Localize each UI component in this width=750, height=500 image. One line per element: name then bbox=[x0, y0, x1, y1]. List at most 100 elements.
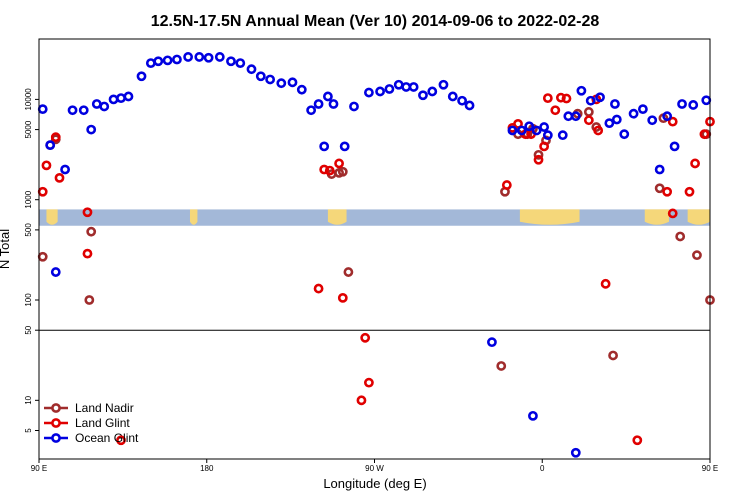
data-point bbox=[570, 111, 581, 122]
data-point bbox=[524, 121, 535, 132]
data-point bbox=[50, 267, 61, 277]
data-point bbox=[487, 337, 497, 348]
data-point bbox=[507, 125, 518, 136]
data-point bbox=[669, 141, 680, 152]
data-point bbox=[214, 52, 225, 62]
y-tick-label: 1000 bbox=[24, 190, 33, 208]
data-point bbox=[496, 361, 507, 371]
data-point bbox=[611, 114, 622, 125]
data-point bbox=[667, 208, 678, 219]
data-point bbox=[638, 104, 648, 115]
map-land bbox=[687, 209, 710, 225]
data-point bbox=[662, 186, 673, 197]
data-point bbox=[82, 248, 93, 259]
data-point bbox=[408, 82, 419, 92]
data-point bbox=[647, 115, 658, 126]
data-point bbox=[136, 71, 147, 82]
data-points bbox=[37, 52, 715, 458]
data-point bbox=[226, 56, 236, 67]
chart-title: 12.5N-17.5N Annual Mean (Ver 10) 2014-09… bbox=[151, 13, 600, 30]
y-tick-label: 50 bbox=[24, 325, 33, 334]
data-point bbox=[296, 84, 307, 95]
x-tick-label: 90 E bbox=[31, 464, 47, 473]
legend-label: Ocean Glint bbox=[75, 431, 139, 445]
data-point bbox=[600, 278, 611, 289]
data-point bbox=[67, 105, 78, 116]
data-point bbox=[533, 154, 544, 165]
data-point bbox=[54, 172, 65, 183]
x-axis: 90 E 180 90 W 0 90 E bbox=[31, 459, 718, 473]
data-point bbox=[45, 140, 56, 151]
data-point bbox=[576, 85, 587, 96]
data-point bbox=[328, 99, 339, 109]
data-point bbox=[610, 99, 620, 109]
data-point bbox=[557, 130, 568, 141]
data-point bbox=[364, 87, 374, 98]
data-point bbox=[50, 132, 61, 143]
data-point bbox=[339, 141, 350, 152]
legend-swatch-marker bbox=[51, 403, 61, 413]
data-point bbox=[654, 164, 665, 175]
data-point bbox=[356, 395, 367, 406]
y-tick-label: 5 bbox=[24, 428, 33, 433]
data-point bbox=[313, 283, 324, 294]
data-point bbox=[337, 166, 348, 177]
data-point bbox=[360, 332, 371, 343]
x-axis-label: Longitude (deg E) bbox=[323, 476, 426, 491]
y-tick-label: 100 bbox=[24, 293, 33, 307]
data-point bbox=[123, 91, 134, 102]
y-tick-label: 10000 bbox=[24, 88, 33, 111]
legend-swatch-marker bbox=[51, 418, 61, 428]
data-point bbox=[550, 105, 561, 116]
data-point bbox=[172, 54, 182, 65]
data-point bbox=[337, 292, 348, 303]
data-point bbox=[570, 447, 581, 458]
data-point bbox=[306, 105, 317, 116]
data-point bbox=[561, 93, 572, 104]
data-point bbox=[501, 180, 512, 190]
map-land bbox=[644, 209, 669, 225]
data-point bbox=[99, 101, 110, 112]
data-point bbox=[593, 125, 604, 136]
x-tick-label: 90 W bbox=[365, 464, 384, 473]
data-point bbox=[375, 86, 385, 97]
data-point bbox=[464, 100, 475, 111]
map-land bbox=[327, 209, 347, 225]
data-point bbox=[319, 141, 330, 152]
data-point bbox=[438, 79, 449, 90]
data-point bbox=[246, 64, 257, 75]
data-point bbox=[604, 118, 615, 129]
legend-label: Land Glint bbox=[75, 416, 130, 430]
map-ocean bbox=[39, 209, 710, 226]
data-point bbox=[447, 91, 458, 102]
data-point bbox=[153, 56, 164, 67]
data-point bbox=[364, 377, 374, 388]
data-point bbox=[539, 141, 550, 152]
data-point bbox=[313, 99, 324, 109]
data-point bbox=[583, 115, 594, 126]
data-point bbox=[528, 410, 538, 421]
data-point bbox=[203, 52, 214, 63]
data-point bbox=[194, 52, 205, 62]
x-tick-label: 180 bbox=[200, 464, 214, 473]
data-point bbox=[516, 125, 527, 136]
data-point bbox=[82, 207, 93, 218]
data-point bbox=[255, 71, 266, 82]
data-point bbox=[654, 183, 665, 194]
y-tick-label: 5000 bbox=[24, 120, 33, 138]
data-point bbox=[608, 350, 618, 361]
data-point bbox=[555, 92, 566, 103]
data-point bbox=[276, 78, 287, 89]
x-tick-label: 90 E bbox=[702, 464, 718, 473]
data-point bbox=[319, 164, 330, 175]
data-point bbox=[688, 100, 699, 110]
data-point bbox=[235, 58, 246, 69]
legend-label: Land Nadir bbox=[75, 401, 134, 415]
data-point bbox=[585, 95, 596, 106]
data-point bbox=[349, 101, 359, 112]
data-point bbox=[427, 86, 438, 97]
data-point bbox=[628, 108, 639, 119]
data-point bbox=[116, 435, 126, 446]
data-point bbox=[699, 129, 710, 140]
